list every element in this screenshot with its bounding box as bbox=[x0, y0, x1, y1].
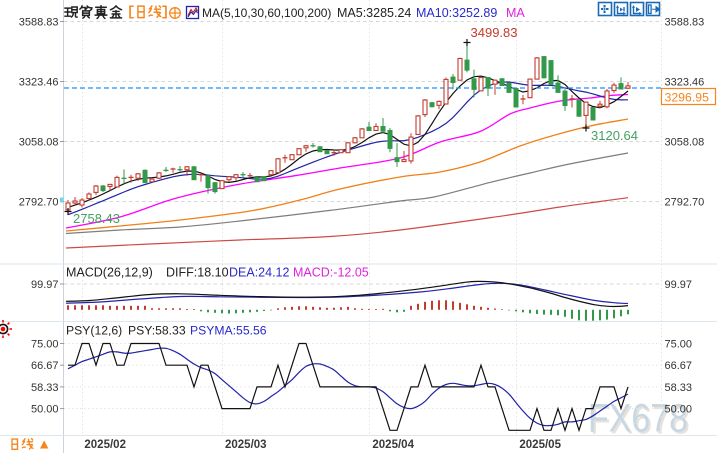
svg-text:PSY(12,6): PSY(12,6) bbox=[66, 324, 122, 338]
svg-text:66.67: 66.67 bbox=[665, 360, 693, 372]
svg-text:3588.83: 3588.83 bbox=[665, 17, 705, 29]
svg-text:58.33: 58.33 bbox=[31, 382, 59, 394]
svg-text:3120.64: 3120.64 bbox=[591, 128, 638, 143]
svg-text:3323.46: 3323.46 bbox=[665, 77, 705, 89]
svg-text:3499.83: 3499.83 bbox=[471, 25, 518, 40]
svg-text:2025/04: 2025/04 bbox=[372, 439, 414, 451]
svg-text:58.33: 58.33 bbox=[665, 382, 693, 394]
svg-text:75.00: 75.00 bbox=[665, 339, 693, 351]
svg-text:99.97: 99.97 bbox=[665, 279, 693, 291]
svg-text:3588.83: 3588.83 bbox=[19, 17, 59, 29]
svg-text:PSYMA:55.56: PSYMA:55.56 bbox=[190, 324, 267, 338]
svg-text:50.00: 50.00 bbox=[665, 404, 693, 416]
svg-text:MACD:-12.05: MACD:-12.05 bbox=[293, 266, 369, 280]
svg-text:PSY:58.33: PSY:58.33 bbox=[128, 324, 186, 338]
svg-text:2758.43: 2758.43 bbox=[73, 211, 120, 226]
svg-text:66.67: 66.67 bbox=[31, 360, 59, 372]
svg-text:3058.08: 3058.08 bbox=[665, 137, 705, 149]
svg-text:3058.08: 3058.08 bbox=[19, 137, 59, 149]
svg-text:MA5:3285.24: MA5:3285.24 bbox=[337, 6, 411, 20]
svg-text:2792.70: 2792.70 bbox=[19, 197, 59, 209]
svg-text:50.00: 50.00 bbox=[31, 404, 59, 416]
svg-text:2792.70: 2792.70 bbox=[665, 197, 705, 209]
svg-text:MA10:3252.89: MA10:3252.89 bbox=[416, 6, 497, 20]
svg-text:MA: MA bbox=[506, 6, 525, 20]
svg-text:MA(5,10,30,60,100,200): MA(5,10,30,60,100,200) bbox=[202, 6, 331, 20]
svg-text:3323.46: 3323.46 bbox=[19, 77, 59, 89]
svg-text:75.00: 75.00 bbox=[31, 339, 59, 351]
svg-text:99.97: 99.97 bbox=[31, 279, 59, 291]
svg-text:2025/05: 2025/05 bbox=[519, 439, 561, 451]
svg-text:2025/02: 2025/02 bbox=[84, 439, 126, 451]
svg-text:MACD(26,12,9): MACD(26,12,9) bbox=[66, 266, 153, 280]
svg-text:3296.95: 3296.95 bbox=[665, 91, 710, 105]
svg-text:DEA:24.12: DEA:24.12 bbox=[229, 266, 290, 280]
svg-text:FX678: FX678 bbox=[588, 397, 688, 441]
svg-text:2025/03: 2025/03 bbox=[225, 439, 267, 451]
svg-text:DIFF:18.10: DIFF:18.10 bbox=[166, 266, 229, 280]
